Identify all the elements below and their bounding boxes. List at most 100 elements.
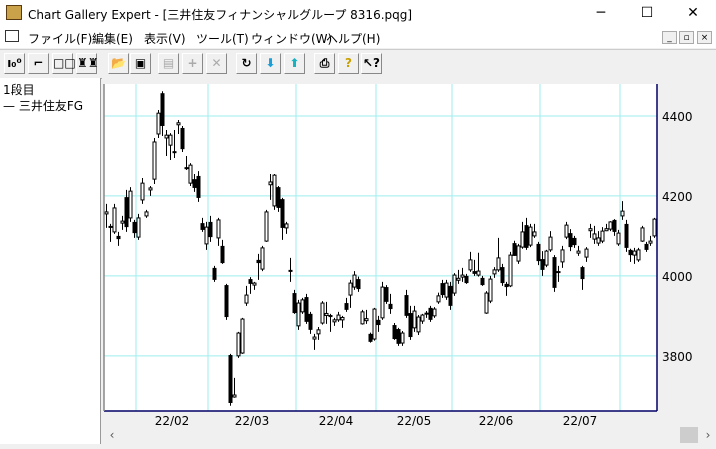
upload-arrow-button[interactable]: ⬆ (284, 53, 305, 74)
step-chart-button[interactable]: ⌐ (28, 53, 49, 74)
candle-up (168, 134, 173, 146)
candle-up (320, 302, 325, 324)
candle-down (504, 283, 509, 288)
scroll-left-button[interactable]: ‹ (109, 428, 115, 442)
candle-up (632, 250, 637, 256)
plot-area (104, 84, 657, 411)
candle-down (384, 287, 389, 302)
help-button[interactable]: ? (338, 53, 359, 74)
menu-help[interactable]: ヘルプ(H) (326, 32, 381, 46)
candle-up (600, 230, 605, 242)
candle-down (524, 225, 529, 248)
candle-down (464, 275, 469, 284)
candle-up (460, 274, 465, 278)
candle-down (388, 303, 393, 310)
menu-view[interactable]: 表示(V) (144, 32, 186, 46)
mdi-close-button[interactable]: × (697, 31, 712, 44)
candle-up (616, 232, 621, 245)
two-panes-button[interactable]: □□ (52, 53, 76, 74)
candle-up (296, 302, 301, 327)
download-arrow-button[interactable]: ⬇ (260, 53, 281, 74)
candle-down (256, 259, 261, 264)
candle-up (444, 282, 449, 298)
context-help-button[interactable]: ↖? (361, 53, 382, 74)
maximize-button[interactable]: ☐ (640, 5, 654, 21)
delete-button[interactable]: ✕ (206, 53, 227, 74)
menu-file[interactable]: ファイル(F) (28, 32, 93, 46)
candle-down (212, 267, 217, 280)
scroll-thumb[interactable] (680, 427, 698, 443)
candle-down (568, 233, 573, 248)
candle-down (612, 219, 617, 232)
candle-down (356, 279, 361, 290)
x-tick-label: 22/07 (563, 414, 598, 426)
series-item[interactable]: — 三井住友FG (3, 99, 84, 113)
candle-up (452, 274, 457, 294)
step-chart-icon: ⌐ (33, 56, 44, 70)
save-disk-button[interactable]: ▣ (130, 53, 151, 74)
binoculars-button[interactable]: ♜♜ (76, 53, 99, 74)
candle-chart-icon: ı₀⁰ (7, 56, 22, 70)
print-button[interactable]: ⎙ (314, 53, 335, 74)
refresh-button[interactable]: ↻ (236, 53, 257, 74)
candle-up (516, 245, 521, 262)
x-tick-label: 22/05 (397, 414, 432, 426)
candle-down (580, 267, 585, 280)
candle-up (608, 221, 613, 230)
candle-up (244, 294, 249, 304)
mdi-restore-button[interactable]: ▫ (679, 31, 694, 44)
candle-down (160, 93, 165, 126)
candle-up (236, 332, 241, 357)
document-icon[interactable] (5, 30, 19, 42)
y-tick-label: 4400 (662, 110, 693, 124)
properties-button[interactable]: ▤ (158, 53, 179, 74)
candle-down (396, 329, 401, 344)
x-tick-label: 22/02 (155, 414, 190, 426)
candle-up (300, 299, 305, 313)
scroll-right-button[interactable]: › (705, 428, 711, 442)
candle-down (500, 267, 505, 284)
candle-down (328, 315, 333, 318)
open-folder-button[interactable]: 📂 (108, 53, 129, 74)
candle-up (144, 211, 149, 217)
menu-edit[interactable]: 編集(E) (92, 32, 133, 46)
candle-down (512, 243, 517, 256)
add-button[interactable]: + (182, 53, 203, 74)
candle-up (232, 394, 237, 398)
candle-down (192, 179, 197, 188)
candle-up (604, 228, 609, 232)
candle-down (556, 271, 561, 274)
candle-down (116, 235, 121, 240)
title-bar: Chart Gallery Expert - [三井住友フィナンシャルグループ … (0, 0, 716, 26)
help-icon: ? (345, 56, 352, 70)
close-button[interactable]: ✕ (687, 5, 699, 21)
menu-tools[interactable]: ツール(T) (196, 32, 249, 46)
candle-up (520, 231, 525, 248)
menu-window[interactable]: ウィンドウ(W) (251, 32, 333, 46)
two-panes-icon: □□ (53, 56, 76, 70)
candle-up (332, 319, 337, 323)
candle-down (280, 199, 285, 228)
candle-up (272, 174, 277, 207)
candle-chart-button[interactable]: ı₀⁰ (4, 53, 25, 74)
candle-down (392, 325, 397, 340)
candle-down (180, 127, 185, 150)
minimize-button[interactable]: ─ (596, 5, 606, 21)
x-tick-label: 22/06 (479, 414, 514, 426)
y-tick-label: 4200 (662, 190, 693, 204)
mdi-minimize-button[interactable]: _ (662, 31, 677, 44)
horizontal-scrollbar[interactable]: ‹ › (104, 427, 716, 443)
candle-up (456, 277, 461, 281)
candle-up (436, 295, 441, 303)
candle-down (376, 319, 381, 326)
candle-down (404, 295, 409, 316)
candle-up (416, 316, 421, 333)
candle-up (640, 227, 645, 242)
candle-up (312, 336, 317, 340)
candle-down (644, 243, 649, 250)
candle-down (428, 307, 433, 320)
candle-up (652, 218, 657, 237)
y-tick-label: 4000 (662, 270, 693, 284)
candle-up (148, 187, 153, 191)
app-icon[interactable] (6, 5, 22, 20)
